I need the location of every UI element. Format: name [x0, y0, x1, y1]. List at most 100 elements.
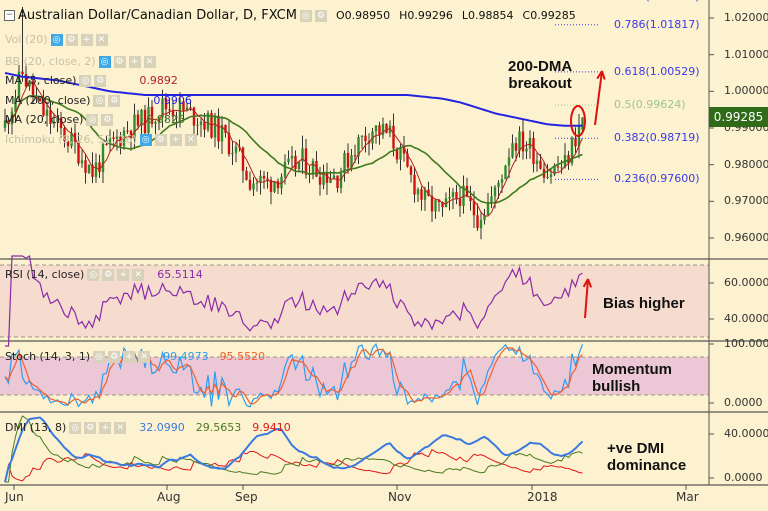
candle-body: [196, 124, 199, 126]
candle-body: [511, 143, 514, 158]
plus-icon[interactable]: +: [169, 133, 182, 146]
ma200-line: [4, 72, 583, 127]
candle-body: [441, 202, 444, 208]
legend-label: MA (200, close): [5, 94, 91, 107]
fib-level-label: 0.236(0.97600): [614, 172, 700, 186]
gear-icon[interactable]: ⚙: [84, 421, 97, 434]
legend-ichimoku[interactable]: Ichimoku (9, 26, 52, 26) ◎ ⚙ + ✕: [5, 133, 197, 146]
candle-body: [311, 161, 315, 174]
breakout-arrow-head: [596, 70, 603, 80]
close-icon[interactable]: ✕: [184, 133, 197, 146]
gear-icon[interactable]: ⚙: [108, 94, 121, 107]
plus-icon[interactable]: +: [80, 33, 93, 46]
candle-body: [416, 189, 420, 195]
candle-body: [234, 146, 238, 153]
gear-icon[interactable]: ⚙: [102, 268, 115, 281]
collapse-icon[interactable]: −: [4, 10, 15, 21]
candle-body: [98, 162, 101, 172]
candle-body: [87, 164, 91, 173]
eye-icon[interactable]: ◎: [87, 268, 100, 281]
eye-icon[interactable]: ◎: [299, 9, 312, 22]
candle-body: [28, 80, 31, 87]
gear-icon[interactable]: ⚙: [108, 350, 121, 363]
gear-icon[interactable]: ⚙: [65, 33, 78, 46]
candle-body: [126, 130, 129, 132]
gear-icon[interactable]: ⚙: [154, 133, 167, 146]
candle-body: [329, 178, 332, 183]
legend-ma200[interactable]: MA (200, close) ◎ ⚙ 0.9906: [5, 94, 192, 107]
candle-body: [388, 125, 392, 134]
legend-rsi[interactable]: RSI (14, close) ◎ ⚙ + ✕ 65.5114: [5, 268, 203, 281]
candle-body: [381, 124, 385, 135]
candle-body: [504, 165, 507, 180]
candle-body: [451, 192, 455, 198]
plus-icon[interactable]: +: [123, 350, 136, 363]
candle-body: [301, 148, 304, 162]
candle-body: [413, 174, 416, 195]
time-tick-label: Aug: [157, 490, 181, 504]
candle-body: [182, 101, 185, 111]
eye-icon[interactable]: ◎: [93, 94, 106, 107]
close-icon[interactable]: ✕: [138, 350, 151, 363]
eye-icon[interactable]: ◎: [79, 74, 92, 87]
eye-icon[interactable]: ◎: [93, 350, 106, 363]
candle-body: [409, 166, 413, 175]
eye-icon[interactable]: ◎: [50, 33, 63, 46]
price-tick-label: 1.02000: [724, 11, 768, 24]
legend-value: 95.5520: [219, 350, 266, 363]
candle-body: [493, 187, 497, 197]
close-icon[interactable]: ✕: [95, 33, 108, 46]
candle-body: [535, 160, 539, 164]
ma20-line: [4, 95, 583, 204]
close-icon[interactable]: ✕: [143, 55, 156, 68]
legend-vol[interactable]: Vol (20) ◎ ⚙ + ✕: [5, 33, 108, 46]
candle-body: [245, 170, 248, 180]
candle-body: [287, 158, 290, 162]
candle-body: [346, 152, 350, 168]
gear-icon[interactable]: ⚙: [101, 113, 114, 126]
legend-label: MA (5, close): [5, 74, 77, 87]
gear-icon[interactable]: ⚙: [94, 74, 107, 87]
candle-body: [357, 136, 360, 157]
candle-body: [455, 192, 458, 199]
gear-icon[interactable]: ⚙: [314, 9, 327, 22]
candle-body: [231, 152, 234, 155]
plus-icon[interactable]: +: [128, 55, 141, 68]
gear-icon[interactable]: ⚙: [113, 55, 126, 68]
breakout-arrow: [594, 70, 603, 126]
symbol-title[interactable]: Australian Dollar/Canadian Dollar, D, FX…: [18, 8, 297, 23]
annotation-line: Momentum: [592, 361, 672, 378]
candle-body: [483, 214, 486, 221]
candle-body: [570, 138, 574, 164]
legend-dmi[interactable]: DMI (13, 8) ◎ ⚙ + ✕ 32.0990 29.5653 9.9410: [5, 421, 291, 434]
candle-body: [374, 125, 378, 132]
candle-body: [500, 179, 504, 183]
annotation-line: +ve DMI: [607, 440, 665, 457]
candle-body: [84, 160, 87, 173]
legend-ma20[interactable]: MA (20, close) ◎ ⚙ 0.9826: [5, 113, 185, 126]
candle-body: [42, 101, 45, 116]
plus-di-line: [5, 415, 583, 483]
eye-icon[interactable]: ◎: [139, 133, 152, 146]
plus-icon[interactable]: +: [117, 268, 130, 281]
plus-icon[interactable]: +: [99, 421, 112, 434]
legend-ma5[interactable]: MA (5, close) ◎ ⚙ 0.9892: [5, 74, 178, 87]
fib-level-label: 0.786(1.01817): [614, 17, 700, 31]
eye-icon[interactable]: ◎: [86, 113, 99, 126]
price-tick-label: 0.96000: [724, 231, 768, 244]
time-tick-label: 2018: [527, 490, 558, 504]
close-icon[interactable]: ✕: [114, 421, 127, 434]
legend-bb[interactable]: BB (20, close, 2) ◎ ⚙ + ✕: [5, 55, 156, 68]
candle-body: [241, 147, 245, 171]
candle-body: [56, 118, 59, 122]
stoch-band: [0, 357, 709, 395]
eye-icon[interactable]: ◎: [69, 421, 82, 434]
candle-body: [129, 130, 133, 139]
price-tick-label: 0.97000: [724, 194, 768, 208]
legend-stoch[interactable]: Stoch (14, 3, 1) ◎ ⚙ + ✕ 99.4973 95.5520: [5, 350, 265, 363]
eye-icon[interactable]: ◎: [98, 55, 111, 68]
candle-body: [343, 152, 346, 174]
candle-body: [567, 155, 570, 164]
close-icon[interactable]: ✕: [132, 268, 145, 281]
